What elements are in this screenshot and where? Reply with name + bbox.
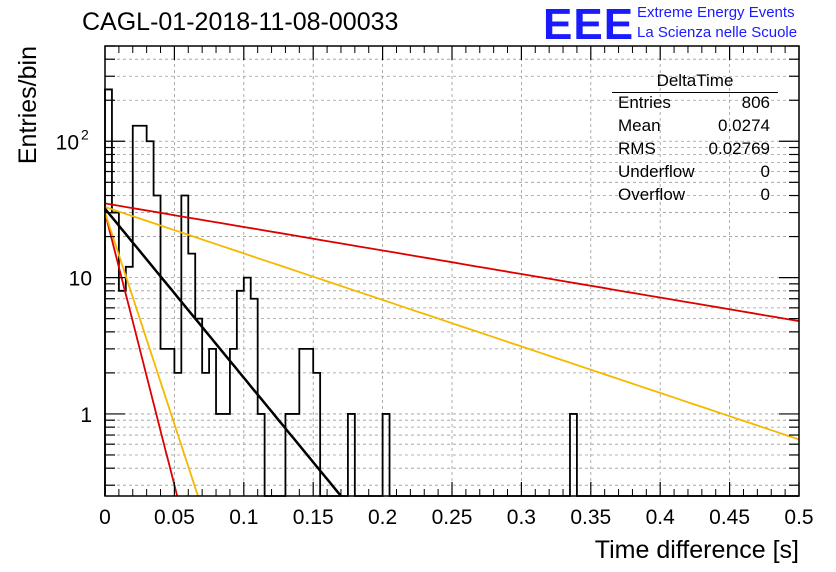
y-tick-label: 10 (69, 268, 92, 291)
stats-value: 806 (741, 93, 770, 112)
stats-row: Entries 806 (618, 92, 770, 114)
x-tick-label: 0 (99, 506, 111, 529)
stats-value: 0.02769 (708, 139, 770, 158)
x-tick-label: 0.05 (154, 506, 195, 529)
stats-box: DeltaTime Entries 806 Mean 0.0274 RMS 0.… (612, 70, 778, 210)
fit-curve-2 (104, 206, 800, 441)
x-tick-label: 0.15 (293, 506, 334, 529)
x-tick-label: 0.2 (368, 506, 397, 529)
x-tick-label: 0.1 (229, 506, 258, 529)
stats-value: 0 (760, 162, 770, 181)
stats-label: RMS (618, 139, 656, 158)
stats-title: DeltaTime (612, 70, 778, 93)
y-tick-label: 1 (80, 404, 92, 427)
stats-row: Mean 0.0274 (618, 115, 770, 137)
x-tick-labels: 0 0.05 0.1 0.15 0.2 0.25 0.3 0.35 0.4 0.45 0.5 (99, 506, 813, 529)
stats-row: RMS 0.02769 (618, 138, 770, 160)
fit-curve-3 (104, 212, 179, 497)
stats-label: Entries (618, 93, 671, 112)
stats-label: Mean (618, 116, 661, 135)
x-tick-label: 0.5 (784, 506, 813, 529)
stats-row: Overflow 0 (618, 184, 770, 206)
fit-curves (104, 202, 800, 497)
stats-label: Underflow (618, 162, 695, 181)
stats-value: 0.0274 (718, 116, 770, 135)
axis-ticks (104, 45, 800, 496)
y-tick-label: 10 (56, 131, 79, 154)
logo-line-1: Extreme Energy Events (637, 4, 795, 21)
eee-logo: EEE (543, 0, 635, 49)
logo-line-2: La Scienza nelle Scuole (637, 24, 798, 41)
x-tick-label: 0.3 (507, 506, 536, 529)
x-tick-label: 0.45 (709, 506, 750, 529)
stats-row: Underflow 0 (618, 161, 770, 183)
x-axis-label: Time difference [s] (595, 536, 799, 564)
stats-label: Overflow (618, 185, 686, 204)
fit-curve-0 (104, 207, 342, 497)
fit-curve-4 (104, 212, 199, 497)
run-title: CAGL-01-2018-11-08-00033 (82, 8, 399, 36)
x-tick-label: 0.25 (432, 506, 473, 529)
fit-curve-1 (104, 202, 800, 322)
y-tick-label-exponent: 2 (81, 126, 89, 142)
x-tick-label: 0.35 (570, 506, 611, 529)
x-tick-label: 0.4 (646, 506, 676, 529)
stats-value: 0 (760, 185, 770, 204)
y-axis-label: Entries/bin (14, 46, 42, 164)
